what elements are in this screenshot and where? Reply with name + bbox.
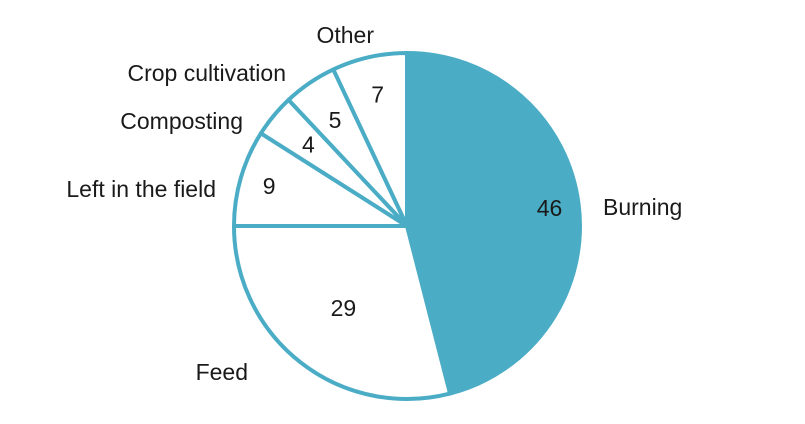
- pie-slice-feed: [232, 224, 453, 401]
- category-label-composting: Composting: [120, 108, 243, 134]
- data-label-left-in-the-field: 9: [263, 173, 276, 199]
- data-label-crop-cultivation: 5: [329, 107, 342, 133]
- data-label-feed: 29: [331, 295, 357, 321]
- data-label-burning: 46: [537, 195, 563, 221]
- category-label-crop-cultivation: Crop cultivation: [127, 60, 286, 86]
- pie-slice-burning: [405, 51, 582, 396]
- category-label-other: Other: [316, 22, 374, 48]
- category-label-left-in-the-field: Left in the field: [66, 176, 216, 202]
- category-label-feed: Feed: [196, 359, 248, 385]
- data-label-composting: 4: [302, 131, 315, 157]
- data-label-other: 7: [371, 81, 384, 107]
- category-label-burning: Burning: [603, 194, 682, 220]
- pie-slice-other: [331, 51, 409, 228]
